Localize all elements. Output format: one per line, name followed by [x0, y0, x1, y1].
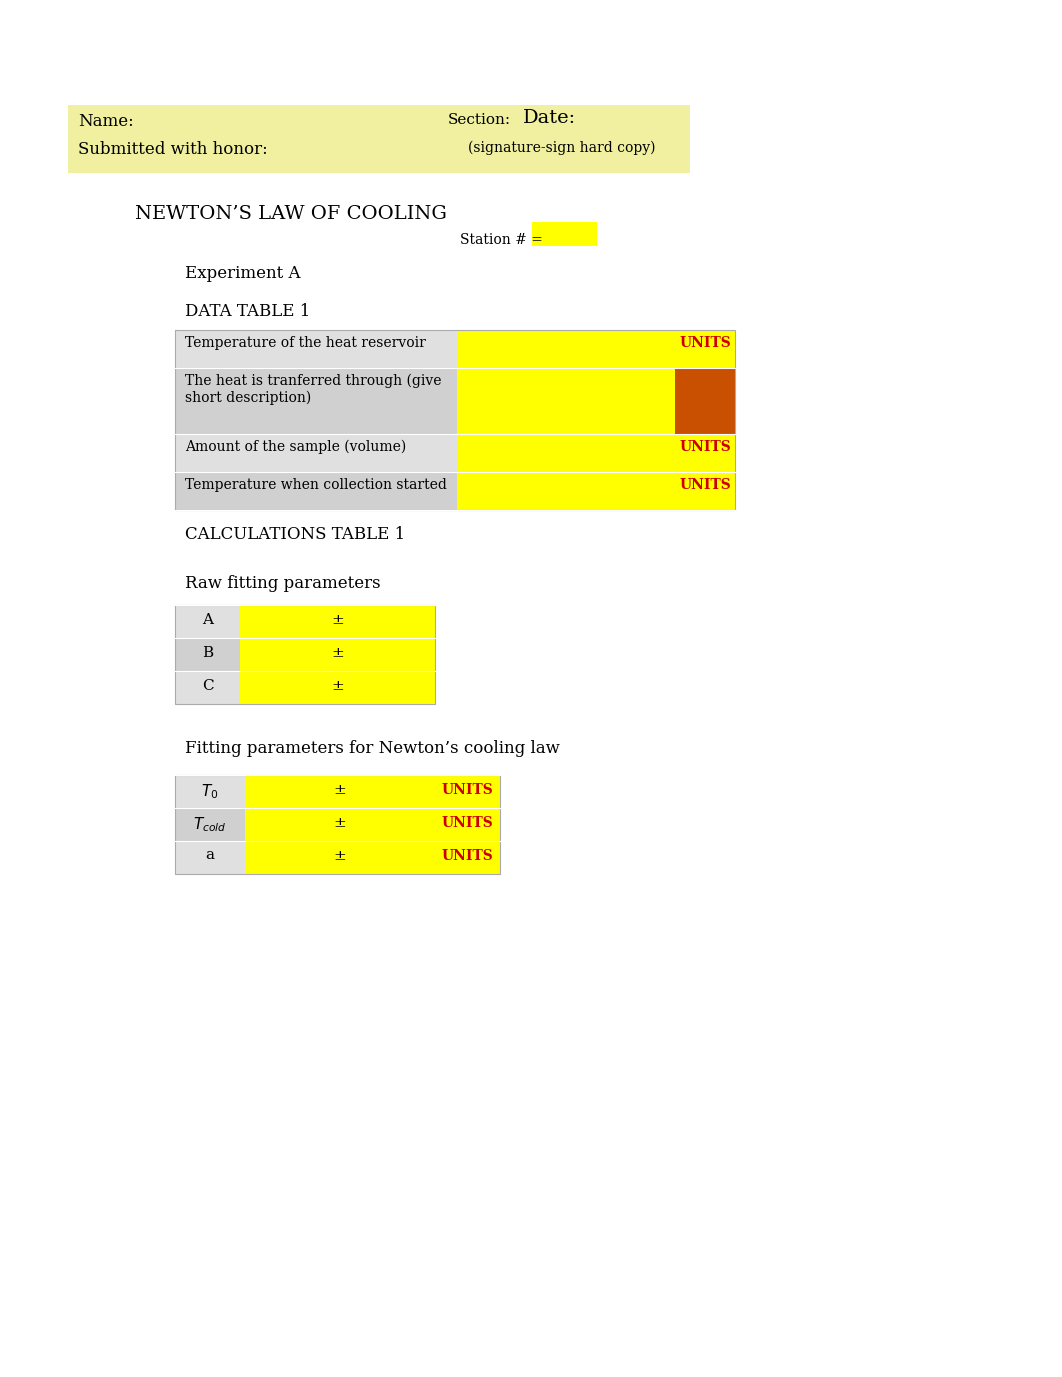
Text: UNITS: UNITS: [679, 336, 731, 350]
Text: (signature-sign hard copy): (signature-sign hard copy): [468, 140, 655, 156]
Bar: [240, 605, 435, 638]
Bar: [532, 222, 597, 246]
Bar: [175, 605, 435, 704]
Text: DATA TABLE 1: DATA TABLE 1: [185, 303, 310, 319]
Text: $T_0$: $T_0$: [202, 782, 219, 800]
Bar: [240, 671, 435, 704]
Bar: [175, 775, 245, 808]
Bar: [245, 808, 435, 841]
Bar: [175, 330, 457, 368]
Text: CALCULATIONS TABLE 1: CALCULATIONS TABLE 1: [185, 526, 406, 543]
Text: UNITS: UNITS: [679, 441, 731, 454]
Bar: [175, 841, 245, 874]
Text: Temperature when collection started: Temperature when collection started: [185, 478, 447, 492]
Text: ±: ±: [331, 646, 344, 660]
Bar: [435, 841, 500, 874]
Text: ±: ±: [333, 784, 346, 797]
Text: The heat is tranferred through (give
short description): The heat is tranferred through (give sho…: [185, 375, 442, 405]
Bar: [175, 472, 457, 509]
Text: Date:: Date:: [523, 109, 576, 127]
Bar: [240, 638, 435, 671]
Bar: [245, 841, 435, 874]
Bar: [457, 472, 675, 509]
Bar: [175, 434, 457, 472]
Text: $T_{cold}$: $T_{cold}$: [193, 815, 227, 833]
Bar: [175, 671, 240, 704]
Text: Station # =: Station # =: [460, 233, 543, 246]
Text: ±: ±: [333, 850, 346, 863]
Bar: [175, 638, 240, 671]
Text: Section:: Section:: [448, 113, 511, 127]
Bar: [175, 368, 457, 434]
Text: ±: ±: [331, 613, 344, 627]
Text: ±: ±: [333, 817, 346, 830]
Text: UNITS: UNITS: [679, 478, 731, 492]
Text: a: a: [206, 848, 215, 862]
Text: C: C: [202, 679, 213, 693]
Text: ±: ±: [331, 679, 344, 693]
Text: Amount of the sample (volume): Amount of the sample (volume): [185, 441, 407, 454]
Bar: [435, 808, 500, 841]
Bar: [175, 605, 240, 638]
Text: Submitted with honor:: Submitted with honor:: [78, 140, 268, 158]
Text: NEWTON’S LAW OF COOLING: NEWTON’S LAW OF COOLING: [135, 205, 447, 223]
Text: Temperature of the heat reservoir: Temperature of the heat reservoir: [185, 336, 426, 350]
Text: UNITS: UNITS: [442, 784, 494, 797]
Bar: [675, 330, 735, 368]
Bar: [175, 775, 500, 874]
Text: B: B: [202, 646, 213, 660]
Bar: [675, 368, 735, 434]
Bar: [435, 775, 500, 808]
Text: Name:: Name:: [78, 113, 134, 129]
Bar: [457, 330, 675, 368]
Bar: [457, 434, 675, 472]
Text: UNITS: UNITS: [442, 850, 494, 863]
Bar: [675, 434, 735, 472]
Bar: [457, 368, 675, 434]
Bar: [68, 105, 690, 174]
Bar: [675, 472, 735, 509]
Bar: [175, 330, 735, 509]
Text: Raw fitting parameters: Raw fitting parameters: [185, 576, 380, 592]
Text: A: A: [202, 613, 213, 627]
Text: Fitting parameters for Newton’s cooling law: Fitting parameters for Newton’s cooling …: [185, 739, 560, 757]
Text: Experiment A: Experiment A: [185, 264, 301, 282]
Bar: [175, 808, 245, 841]
Text: UNITS: UNITS: [442, 817, 494, 830]
Bar: [245, 775, 435, 808]
